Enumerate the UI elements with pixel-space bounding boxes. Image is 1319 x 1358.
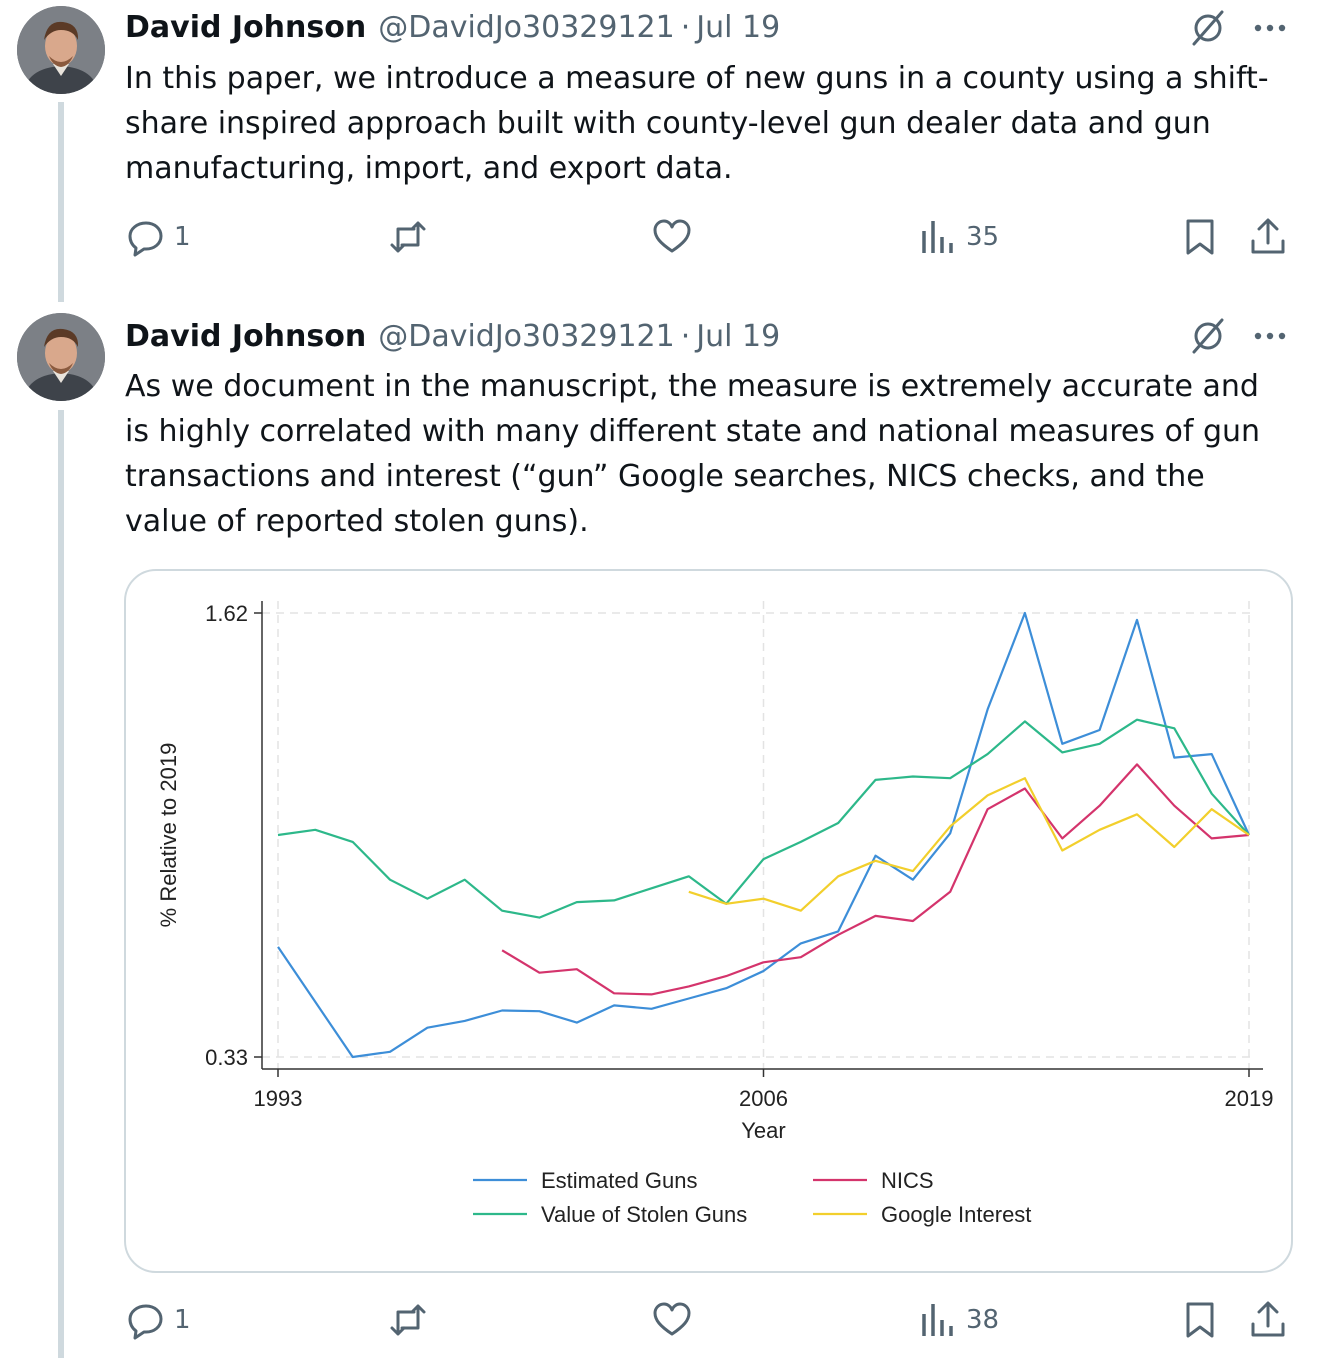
heart-icon [653,1302,691,1336]
more-dots [1254,24,1286,32]
bookmark-button[interactable] [1180,1300,1220,1340]
avatar[interactable] [17,313,105,401]
series-line-nics [501,763,1250,996]
more-dots [1254,332,1286,340]
views-icon [922,1304,953,1336]
series-line-google-interest [688,777,1250,912]
bookmark-button[interactable] [1180,217,1220,257]
bookmark-icon [1186,219,1214,255]
tweet-text: In this paper, we introduce a measure of… [125,61,1269,186]
series-line-estimated-guns [277,611,1250,1059]
view-count: 38 [966,1305,1000,1335]
retweet-icon [390,221,426,253]
grid [262,601,1255,1069]
legend-label: Estimated Guns [541,1168,698,1193]
grok-icon-graphic [1192,10,1224,46]
series-line-value-of-stolen-guns [277,718,1250,919]
y-tick-label: 0.33 [205,1045,248,1070]
separator-dot: · [680,9,691,45]
author-meta: @DavidJo30329121 · Jul 19 [378,319,780,354]
reply-button[interactable]: 1 [126,217,191,257]
x-tick-label: 2006 [739,1086,788,1111]
tweet-header: David Johnson @DavidJo30329121 · Jul 19 [125,316,780,356]
author-name[interactable]: David Johnson [125,318,367,354]
x-axis-title: Year [741,1118,785,1143]
tweet-date[interactable]: Jul 19 [696,9,781,45]
reply-count: 1 [174,1305,191,1335]
legend-label: NICS [881,1168,934,1193]
like-button[interactable] [652,1300,692,1340]
y-axis-title: % Relative to 2019 [156,743,181,928]
reply-icon [128,221,163,257]
share-button[interactable] [1248,217,1288,257]
reply-icon [128,1304,163,1340]
tweet-date[interactable]: Jul 19 [696,318,781,354]
chart-image[interactable]: 0.33 1.62 1993 2006 2019 Year % Relative to 20… [124,569,1293,1273]
author-name[interactable]: David Johnson [125,9,367,45]
legend-label: Google Interest [881,1202,1031,1227]
heart-icon [653,219,691,253]
profile-photo [17,313,105,401]
thread-connector [58,410,64,1358]
more-options-icon[interactable] [1250,8,1290,48]
reply-count: 1 [174,222,191,252]
line-chart: 0.33 1.62 1993 2006 2019 Year % Relative to 20… [156,601,1273,1227]
series-lines [277,611,1250,1059]
thread-connector [58,102,64,302]
tweet-actions: 1 35 [120,213,1300,263]
y-tick-label: 1.62 [205,601,248,626]
x-tick-label: 2019 [1225,1086,1274,1111]
retweet-button[interactable] [388,1300,428,1340]
profile-photo [17,6,105,94]
views-button[interactable]: 38 [918,1300,999,1340]
avatar[interactable] [17,6,105,94]
tweet-header: David Johnson @DavidJo30329121 · Jul 19 [125,7,780,47]
tweet-text: As we document in the manuscript, the me… [125,369,1261,539]
grok-icon[interactable] [1188,316,1228,356]
share-button[interactable] [1248,1300,1288,1340]
view-count: 35 [966,222,1000,252]
like-button[interactable] [652,217,692,257]
legend-label: Value of Stolen Guns [541,1202,747,1227]
views-icon [922,221,953,253]
author-handle[interactable]: @DavidJo30329121 [378,9,675,45]
reply-button[interactable]: 1 [126,1300,191,1340]
axes: 0.33 1.62 1993 2006 2019 Year % Relative to 20… [156,601,1273,1143]
retweet-icon [390,1304,426,1336]
share-icon [1251,218,1285,254]
author-meta: @DavidJo30329121 · Jul 19 [378,10,780,45]
x-tick-label: 1993 [254,1086,303,1111]
bookmark-icon [1186,1302,1214,1338]
grok-icon[interactable] [1188,8,1228,48]
share-icon [1251,1301,1285,1337]
grok-icon-graphic [1192,318,1224,354]
author-handle[interactable]: @DavidJo30329121 [378,318,675,354]
more-options-icon[interactable] [1250,316,1290,356]
separator-dot: · [680,318,691,354]
legend: Estimated Guns NICS Value of Stolen Guns Go… [473,1168,1031,1227]
views-button[interactable]: 35 [918,217,999,257]
retweet-button[interactable] [388,217,428,257]
tweet-actions: 1 38 [120,1296,1300,1346]
